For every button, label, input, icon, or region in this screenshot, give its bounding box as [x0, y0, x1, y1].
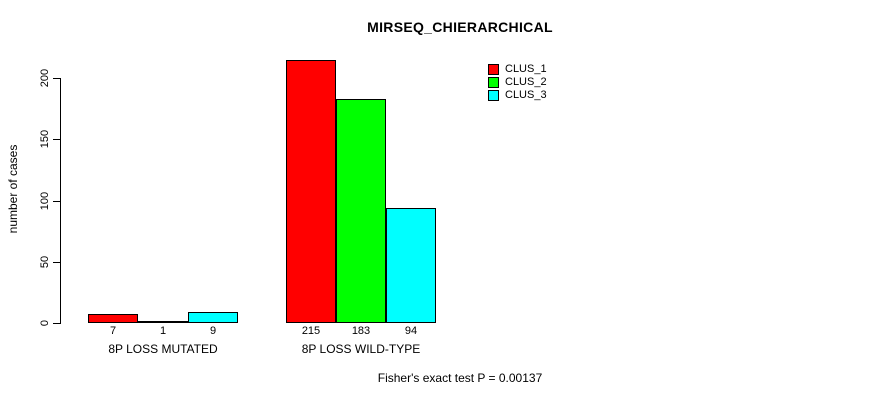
- bar-value-label-clus-2-mutated: 1: [159, 325, 167, 337]
- y-tick-200: [53, 78, 61, 79]
- bar-value-label-clus-2-wild-type: 183: [351, 325, 371, 337]
- y-tick-label-100: 100: [39, 191, 51, 211]
- legend-item-clus-1: CLUS_1: [488, 63, 547, 76]
- y-tick-label-150: 150: [39, 129, 51, 149]
- legend-label-clus-2: CLUS_2: [505, 76, 547, 88]
- bar-clus-3-mutated: [188, 312, 238, 323]
- legend-item-clus-2: CLUS_2: [488, 76, 547, 89]
- bar-value-label-clus-3-mutated: 9: [209, 325, 217, 337]
- category-label-wild-type: 8P LOSS WILD-TYPE: [301, 342, 421, 356]
- bar-value-label-clus-1-mutated: 7: [109, 325, 117, 337]
- y-tick-label-200: 200: [39, 68, 51, 88]
- bar-clus-1-mutated: [88, 314, 138, 323]
- bar-clus-3-wild-type: [386, 208, 436, 323]
- bar-clus-2-wild-type: [336, 99, 386, 323]
- bar-clus-1-wild-type: [286, 60, 336, 323]
- legend: CLUS_1 CLUS_2 CLUS_3: [488, 63, 547, 102]
- bar-clus-2-mutated: [138, 321, 188, 323]
- category-label-mutated: 8P LOSS MUTATED: [108, 342, 218, 356]
- legend-item-clus-3: CLUS_3: [488, 89, 547, 102]
- bar-value-label-clus-3-wild-type: 94: [404, 325, 418, 337]
- annotation-fisher-test: Fisher's exact test P = 0.00137: [377, 371, 543, 385]
- bar-value-label-clus-1-wild-type: 215: [301, 325, 321, 337]
- y-axis-label: number of cases: [6, 144, 20, 234]
- legend-swatch-clus-2: [488, 77, 499, 88]
- chart-title: MIRSEQ_CHIERARCHICAL: [367, 19, 553, 35]
- legend-swatch-clus-3: [488, 90, 499, 101]
- y-tick-100: [53, 201, 61, 202]
- y-tick-label-50: 50: [39, 255, 51, 269]
- legend-swatch-clus-1: [488, 64, 499, 75]
- y-tick-150: [53, 139, 61, 140]
- legend-label-clus-3: CLUS_3: [505, 89, 547, 101]
- y-tick-label-0: 0: [39, 319, 51, 327]
- y-tick-0: [53, 323, 61, 324]
- legend-label-clus-1: CLUS_1: [505, 63, 547, 75]
- y-tick-50: [53, 262, 61, 263]
